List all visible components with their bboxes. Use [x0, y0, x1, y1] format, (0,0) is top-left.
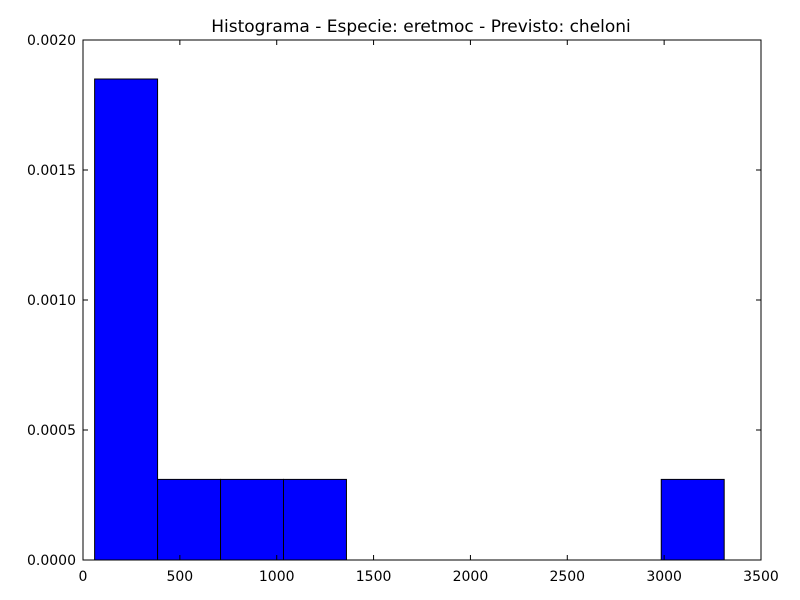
plot-area [83, 40, 761, 560]
bars-group [94, 78, 725, 561]
histogram-bar [220, 478, 284, 561]
x-tick-label: 2500 [549, 569, 585, 585]
plot-frame [82, 39, 762, 561]
y-tick-label: 0.0015 [27, 163, 76, 179]
x-tick-label: 1500 [356, 569, 392, 585]
histogram-bar [94, 78, 159, 561]
x-axis-ticks: 0 500 1000 1500 2000 2500 3000 3500 [79, 40, 779, 585]
histogram-bar [157, 478, 222, 561]
x-tick-label: 500 [166, 569, 193, 585]
x-tick-label: 2000 [453, 569, 489, 585]
histogram-bar [660, 478, 725, 561]
y-tick-label: 0.0010 [27, 293, 76, 309]
y-tick-label: 0.0005 [27, 423, 76, 439]
y-axis-ticks: 0.0000 0.0005 0.0010 0.0015 0.0020 [27, 33, 761, 569]
x-tick-label: 1000 [259, 569, 295, 585]
y-tick-label: 0.0020 [27, 33, 76, 49]
x-tick-label: 3000 [646, 569, 682, 585]
x-tick-label: 3500 [743, 569, 779, 585]
x-tick-label: 0 [79, 569, 88, 585]
chart-title: Histograma - Especie: eretmoc - Previsto… [211, 17, 631, 37]
histogram-bar [282, 478, 347, 561]
y-tick-label: 0.0000 [27, 553, 76, 569]
